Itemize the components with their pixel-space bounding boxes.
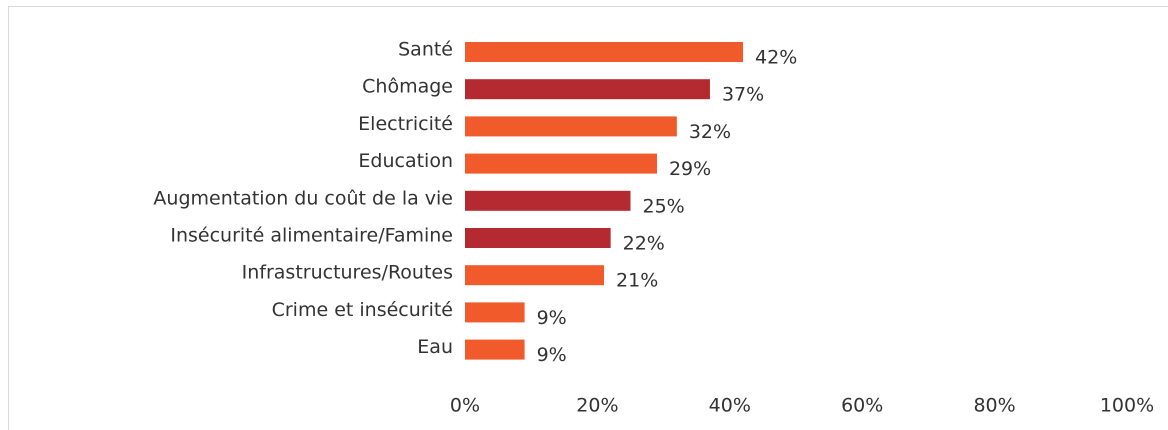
bar [465, 228, 611, 248]
y-tick-label: Crime et insécurité [272, 299, 453, 321]
y-tick-label: Education [358, 150, 453, 172]
data-label: 9% [537, 344, 567, 366]
x-tick-label: 40% [709, 395, 751, 417]
data-label: 25% [643, 195, 685, 217]
y-tick-label: Santé [398, 39, 453, 61]
y-tick-label: Electricité [358, 113, 453, 135]
x-tick-label: 100% [1100, 395, 1154, 417]
y-tick-label: Augmentation du coût de la vie [153, 187, 453, 209]
bar [465, 116, 677, 137]
x-tick-label: 0% [450, 395, 480, 417]
bar [465, 265, 605, 286]
x-tick-label: 60% [841, 395, 883, 417]
bar [465, 153, 657, 174]
bar [465, 302, 525, 323]
y-tick-label: Insécurité alimentaire/Famine [170, 225, 453, 247]
y-tick-label: Chômage [362, 76, 453, 98]
data-label: 42% [755, 47, 797, 69]
data-label: 22% [623, 233, 665, 255]
x-tick-label: 80% [973, 395, 1015, 417]
bar [465, 339, 525, 360]
data-label: 32% [689, 121, 731, 143]
data-label: 37% [722, 84, 764, 106]
data-label: 9% [537, 307, 567, 329]
bar [465, 79, 710, 100]
bar [465, 42, 744, 62]
y-tick-label: Eau [417, 336, 453, 358]
data-label: 21% [616, 270, 658, 292]
data-label: 29% [669, 158, 711, 180]
chart-frame [8, 6, 1168, 430]
bar [465, 190, 631, 211]
x-tick-label: 20% [576, 395, 618, 417]
y-tick-label: Infrastructures/Routes [242, 262, 453, 284]
